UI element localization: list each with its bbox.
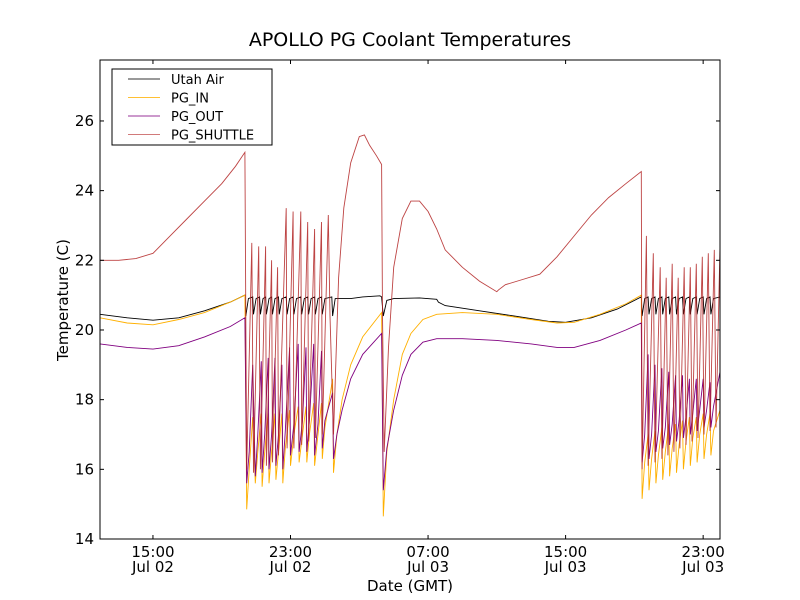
y-tick-label: 16 [75,460,94,478]
legend-label: Utah Air [171,73,224,88]
x-tick-label: Jul 03 [544,558,587,576]
x-tick-label: 07:00 [406,543,449,561]
x-tick-label: Jul 02 [269,558,312,576]
x-tick-label: Jul 03 [681,558,724,576]
y-tick-label: 22 [75,251,94,269]
y-axis-label: Temperature (C) [54,239,72,362]
y-axis: 14 16 18 20 22 24 26 [75,112,720,548]
y-tick-label: 20 [75,321,94,339]
y-tick-label: 18 [75,391,94,409]
x-tick-label: 15:00 [544,543,587,561]
legend-label: PG_OUT [171,110,223,125]
x-tick-label: 23:00 [269,543,312,561]
x-tick-label: 15:00 [131,543,174,561]
x-tick-label: Jul 03 [406,558,449,576]
legend-items: Utah Air PG_IN PG_OUT PG_SHUTTLE [128,73,254,144]
x-axis-label: Date (GMT) [367,577,453,595]
axes-frame [99,59,721,540]
legend: Utah Air PG_IN PG_OUT PG_SHUTTLE [111,68,273,146]
x-tick-label: Jul 02 [131,558,174,576]
y-tick-label: 14 [75,530,94,548]
legend-label: PG_IN [171,92,209,107]
legend-frame [111,68,273,146]
series-line-pg-shuttle [100,134,720,473]
plot-lines [100,134,720,517]
x-tick-label: 23:00 [682,543,725,561]
legend-label: PG_SHUTTLE [171,129,254,144]
y-tick-label: 26 [75,112,94,130]
chart-title: APOLLO PG Coolant Temperatures [249,29,571,51]
y-tick-label: 24 [75,182,94,200]
